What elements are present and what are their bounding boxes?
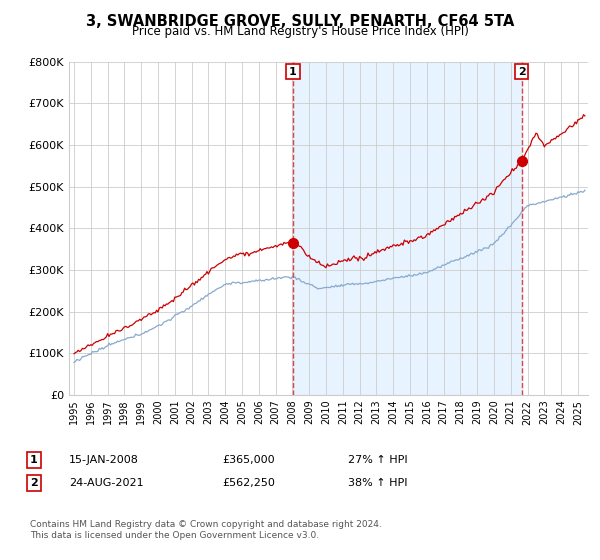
Text: 38% ↑ HPI: 38% ↑ HPI — [348, 478, 407, 488]
Text: Contains HM Land Registry data © Crown copyright and database right 2024.
This d: Contains HM Land Registry data © Crown c… — [30, 520, 382, 540]
Text: 27% ↑ HPI: 27% ↑ HPI — [348, 455, 407, 465]
Text: 15-JAN-2008: 15-JAN-2008 — [69, 455, 139, 465]
Text: 3, SWANBRIDGE GROVE, SULLY, PENARTH, CF64 5TA: 3, SWANBRIDGE GROVE, SULLY, PENARTH, CF6… — [86, 14, 514, 29]
Text: £562,250: £562,250 — [222, 478, 275, 488]
Text: 24-AUG-2021: 24-AUG-2021 — [69, 478, 143, 488]
Text: 1: 1 — [289, 67, 297, 77]
Bar — [293, 62, 521, 395]
Text: 1: 1 — [30, 455, 38, 465]
Text: 2: 2 — [30, 478, 38, 488]
Text: £365,000: £365,000 — [222, 455, 275, 465]
Text: 2: 2 — [518, 67, 526, 77]
Text: Price paid vs. HM Land Registry's House Price Index (HPI): Price paid vs. HM Land Registry's House … — [131, 25, 469, 38]
